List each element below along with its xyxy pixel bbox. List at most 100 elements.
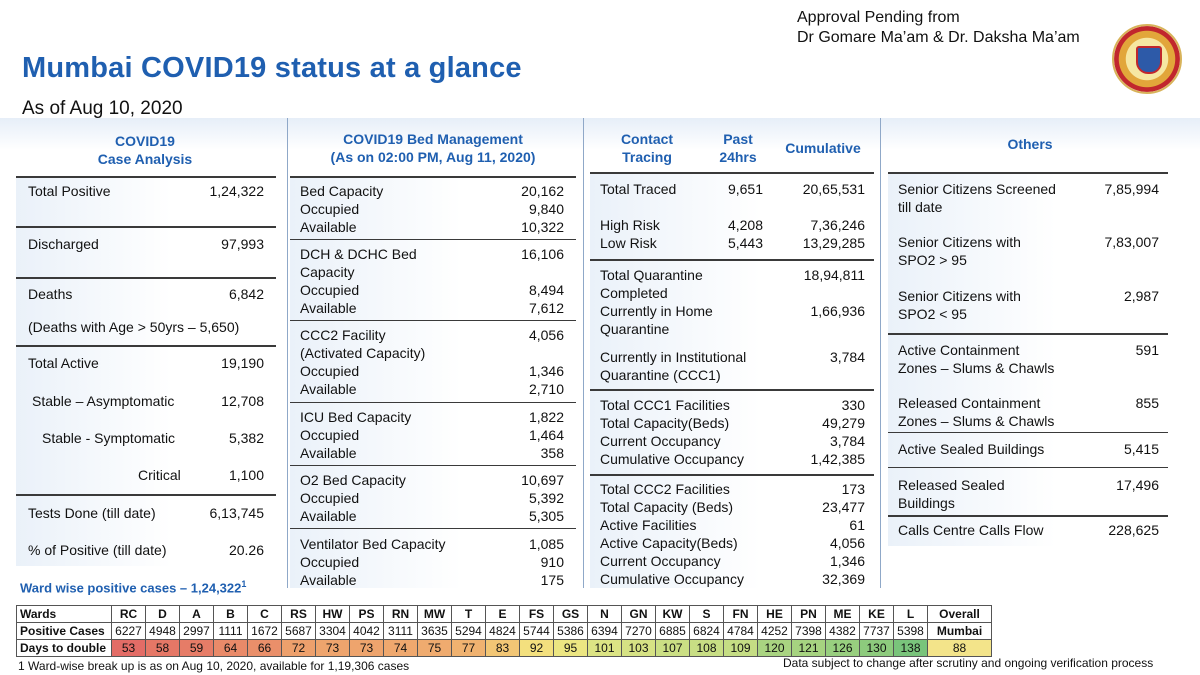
divider: [290, 320, 576, 321]
ward-days-cell: 53: [111, 639, 146, 657]
row-value: 32,369: [822, 571, 865, 587]
ward-cases-cell: 1672: [247, 622, 282, 640]
ward-name-cell: T: [451, 605, 486, 623]
label-line1: Senior Citizens with: [898, 288, 1021, 304]
ward-days-cell: 121: [791, 639, 826, 657]
ward-name-cell: KE: [859, 605, 894, 623]
ward-days-cell: 101: [587, 639, 622, 657]
case-analysis-heading-line1: COVID19: [115, 133, 175, 149]
row-value: 49,279: [822, 415, 865, 431]
ward-days-cell: 73: [315, 639, 350, 657]
ward-cases-cell: 4784: [723, 622, 758, 640]
ward-days-cell: 103: [621, 639, 656, 657]
positive-cases-row: Positive Cases 6227 4948 2997 1111 1672 5687 3…: [16, 622, 992, 640]
ward-name-cell: C: [247, 605, 282, 623]
row-label: Positive Cases: [16, 622, 112, 640]
row-label: Occupied: [300, 427, 360, 443]
ward-name-cell: PS: [349, 605, 384, 623]
row-value: 4,056: [829, 535, 865, 551]
ccc2-active-facilities-row: Active Facilities 61: [600, 516, 865, 534]
quarantine-completed-value: 18,94,811: [803, 267, 865, 283]
row-label: Days to double: [16, 639, 112, 657]
row-value: 61: [849, 517, 865, 533]
row-value: 12,708: [221, 393, 264, 409]
dch-occupied-row: Occupied 8,494: [300, 281, 564, 299]
divider: [16, 176, 276, 178]
label-line2: Buildings: [898, 495, 955, 511]
bed-management-panel: [290, 178, 576, 588]
active-sealed-value: 5,415: [1123, 441, 1159, 457]
overall-days-cell: 88: [927, 639, 992, 657]
ward-days-cell: 108: [689, 639, 724, 657]
ventilator-occupied-row: Occupied 910: [300, 553, 564, 571]
ward-cases-cell: 4824: [485, 622, 520, 640]
ccc1-current-occupancy-row: Current Occupancy 3,784: [600, 432, 865, 450]
divider: [290, 528, 576, 529]
ward-days-cell: 77: [451, 639, 486, 657]
past-24hrs-heading-line1: Past: [723, 131, 753, 147]
ward-name-cell: RS: [281, 605, 316, 623]
ward-name-cell: S: [689, 605, 724, 623]
label-line2: Completed: [600, 285, 668, 301]
ward-name-cell: B: [213, 605, 248, 623]
ward-name-cell: FS: [519, 605, 554, 623]
label-line1: Released Containment: [898, 395, 1041, 411]
case-row-critical: Critical 1,100: [138, 466, 264, 484]
ward-cases-cell: 4042: [349, 622, 384, 640]
row-label: Total Active: [28, 355, 99, 371]
ccc2-active-capacity-row: Active Capacity(Beds) 4,056: [600, 534, 865, 552]
ward-cases-cell: 5398: [893, 622, 928, 640]
senior-spo2-above-value: 7,83,007: [1104, 234, 1160, 250]
page-title: Mumbai COVID19 status at a glance: [22, 52, 522, 84]
high-risk-cum: 7,36,246: [810, 217, 866, 233]
row-value: 1,346: [528, 363, 564, 379]
row-label: Total CCC2 Facilities: [600, 481, 730, 497]
ccc2-available-row: Available 2,710: [300, 380, 564, 398]
dch-available-row: Available 7,612: [300, 299, 564, 317]
row-value: 5,392: [528, 490, 564, 506]
ward-cases-cell: 6227: [111, 622, 146, 640]
senior-spo2-above-label: Senior Citizens with SPO2 > 95: [898, 233, 1021, 269]
case-analysis-heading: COVID19 Case Analysis: [60, 132, 230, 168]
row-label: Active Capacity(Beds): [600, 535, 738, 551]
released-sealed-label: Released Sealed Buildings: [898, 476, 1005, 512]
label-line2: Zones – Slums & Chawls: [898, 360, 1055, 376]
divider: [290, 402, 576, 403]
ward-days-cell: 59: [179, 639, 214, 657]
dch-bed-row: DCH & DCHC Bed 16,106: [300, 245, 564, 263]
others-panel: [888, 174, 1168, 546]
approval-line-2: Dr Gomare Ma’am & Dr. Daksha Ma’am: [797, 29, 1080, 46]
ward-days-cell: 109: [723, 639, 758, 657]
ward-cases-cell: 5386: [553, 622, 588, 640]
ward-days-cell: 72: [281, 639, 316, 657]
row-value: 7,612: [528, 300, 564, 316]
ward-name-cell: PN: [791, 605, 826, 623]
row-label: Available: [300, 300, 357, 316]
row-label: O2 Bed Capacity: [300, 472, 406, 488]
ward-name-cell: ME: [825, 605, 860, 623]
ward-days-cell: 64: [213, 639, 248, 657]
case-row-total-active: Total Active 19,190: [28, 354, 264, 372]
row-value: 5,382: [228, 430, 264, 446]
dch-bed-label-cont: Capacity: [300, 264, 355, 280]
label-line2: till date: [898, 199, 943, 215]
header-band: [0, 118, 1200, 150]
released-containment-label: Released Containment Zones – Slums & Cha…: [898, 394, 1054, 430]
row-label: Occupied: [300, 363, 360, 379]
row-value: 1,464: [528, 427, 564, 443]
row-label: Available: [300, 381, 357, 397]
divider: [16, 277, 276, 279]
row-label: Ventilator Bed Capacity: [300, 536, 446, 552]
past-24hrs-heading-line2: 24hrs: [719, 149, 757, 165]
divider: [290, 176, 576, 178]
row-label: Current Occupancy: [600, 553, 721, 569]
divider: [590, 259, 874, 261]
high-risk-past: 4,208: [727, 217, 763, 233]
total-traced-label: Total Traced: [600, 181, 677, 197]
ward-cases-cell: 7398: [791, 622, 826, 640]
row-label: Bed Capacity: [300, 183, 384, 199]
as-of-date: As of Aug 10, 2020: [22, 98, 183, 119]
calls-centre-value: 228,625: [1108, 522, 1159, 538]
low-risk-label: Low Risk: [600, 235, 657, 251]
active-sealed-label: Active Sealed Buildings: [898, 441, 1045, 457]
